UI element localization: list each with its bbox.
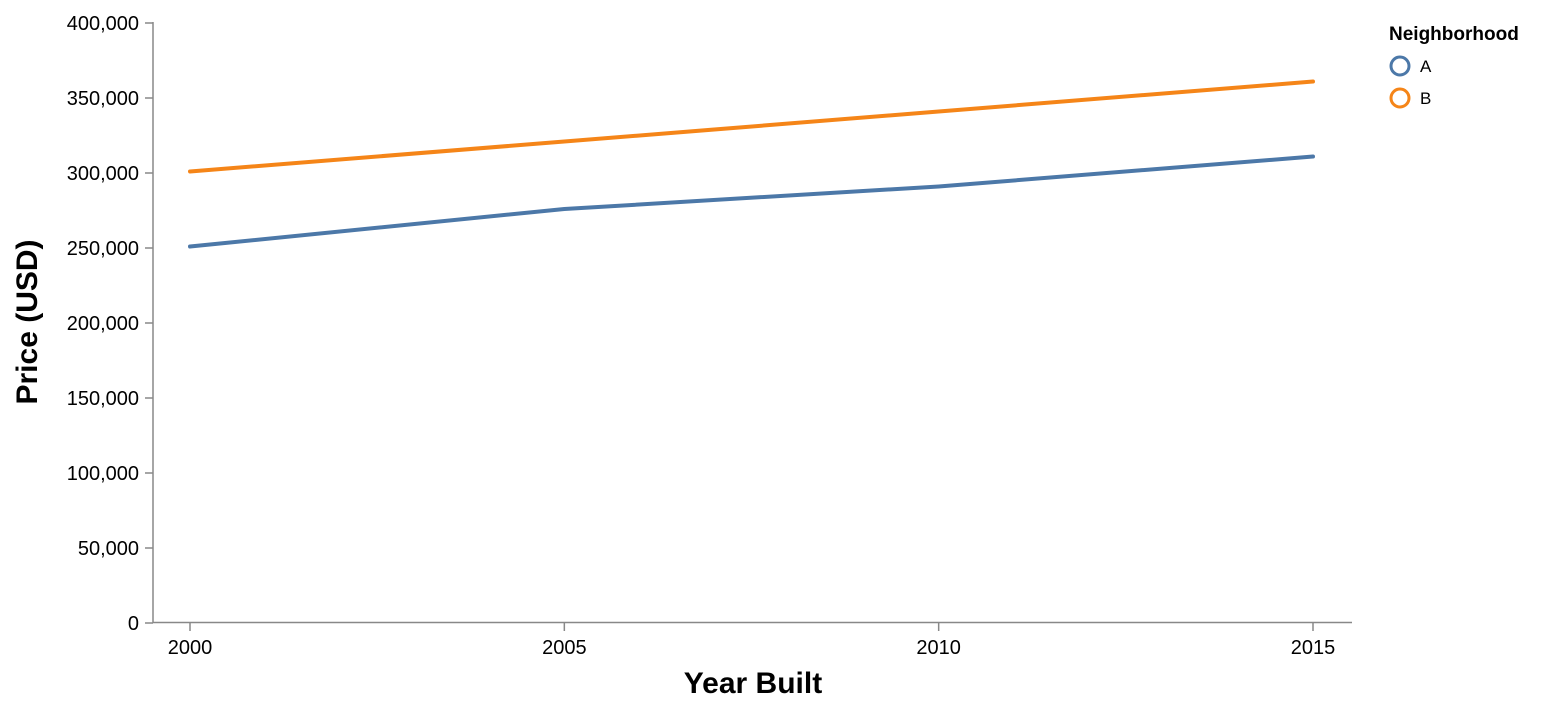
series-line-b (188, 79, 1315, 174)
series-line-a (188, 154, 1315, 249)
x-axis-title: Year Built (684, 667, 822, 700)
y-tick-label: 200,000 (67, 313, 139, 335)
legend: Neighborhood AB (1389, 24, 1519, 109)
x-axis-ticks: 2000 2005 2010 2015 (168, 623, 1336, 659)
y-tick-label: 400,000 (67, 13, 139, 35)
legend-symbol-a (1389, 55, 1411, 77)
series-layer (188, 79, 1315, 249)
legend-label-a: A (1420, 57, 1432, 76)
legend-title: Neighborhood (1389, 24, 1519, 45)
y-axis-ticks: 0 50,000 100,000 150,000 200,000 250,000 300,0… (67, 13, 153, 635)
y-tick-label: 50,000 (78, 538, 139, 560)
y-tick-label: 100,000 (67, 463, 139, 485)
y-tick-label: 300,000 (67, 163, 139, 185)
y-tick-label: 350,000 (67, 88, 139, 110)
axes-layer: 0 50,000 100,000 150,000 200,000 250,000 300,0… (67, 13, 1352, 659)
x-tick-label: 2010 (916, 637, 961, 659)
x-tick-label: 2000 (168, 637, 213, 659)
legend-items: AB (1389, 55, 1432, 109)
y-tick-label: 150,000 (67, 388, 139, 410)
legend-symbol-b (1389, 87, 1411, 109)
y-axis-title: Price (USD) (11, 239, 44, 404)
y-tick-label: 250,000 (67, 238, 139, 260)
legend-label-b: B (1420, 89, 1431, 108)
x-tick-label: 2005 (542, 637, 587, 659)
x-tick-label: 2015 (1291, 637, 1336, 659)
y-tick-label: 0 (128, 613, 139, 635)
